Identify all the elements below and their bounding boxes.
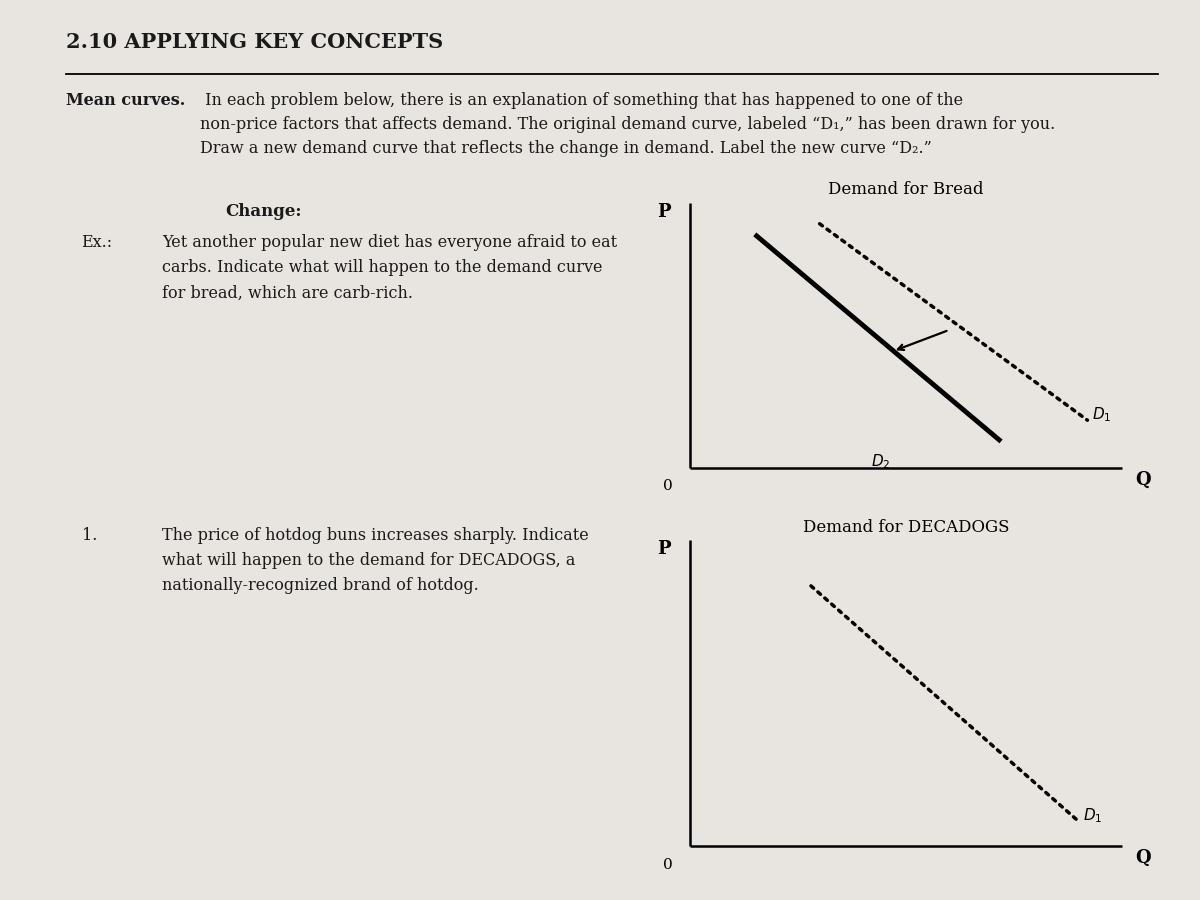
Text: Yet another popular new diet has everyone afraid to eat
carbs. Indicate what wil: Yet another popular new diet has everyon… (162, 234, 617, 302)
Text: Ex.:: Ex.: (82, 234, 113, 251)
Text: The price of hotdog buns increases sharply. Indicate
what will happen to the dem: The price of hotdog buns increases sharp… (162, 526, 589, 594)
Text: 1.: 1. (82, 526, 97, 544)
Text: P: P (658, 202, 671, 220)
Text: $D_2$: $D_2$ (871, 452, 890, 471)
Text: $D_1$: $D_1$ (1084, 806, 1103, 824)
Text: Mean curves.: Mean curves. (66, 92, 185, 109)
Text: 0: 0 (662, 479, 673, 492)
Text: 2.10 APPLYING KEY CONCEPTS: 2.10 APPLYING KEY CONCEPTS (66, 32, 443, 51)
Text: P: P (658, 540, 671, 558)
Text: Change:: Change: (226, 202, 302, 220)
Text: $D_1$: $D_1$ (1092, 406, 1111, 424)
Text: Q: Q (1135, 471, 1151, 489)
Text: Your Response:: Your Response: (793, 202, 935, 220)
Title: Demand for DECADOGS: Demand for DECADOGS (803, 518, 1009, 536)
Text: Q: Q (1135, 849, 1151, 867)
Text: In each problem below, there is an explanation of something that has happened to: In each problem below, there is an expla… (200, 92, 1056, 158)
Title: Demand for Bread: Demand for Bread (828, 181, 984, 198)
Text: 0: 0 (662, 859, 673, 872)
